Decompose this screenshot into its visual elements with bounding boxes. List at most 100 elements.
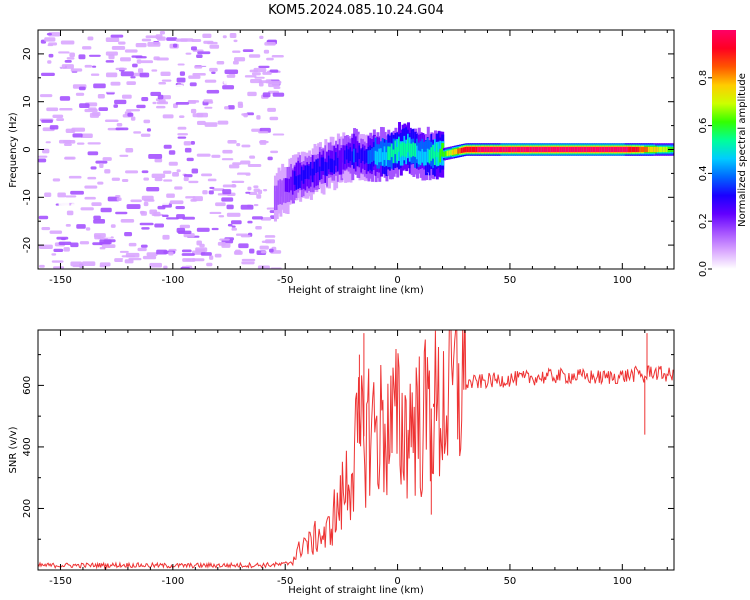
spectrogram-cell	[39, 264, 45, 268]
spectrogram-cell	[333, 160, 337, 174]
spectrogram-cell	[250, 78, 263, 84]
spectrogram-cell	[493, 146, 497, 153]
spectrogram-cell	[268, 82, 280, 88]
spectrogram-cell	[80, 248, 88, 253]
spectrogram-cell	[617, 146, 621, 153]
spectrogram-cell	[372, 147, 376, 161]
spectrogram-cell	[142, 255, 157, 260]
spectrogram-cell	[121, 94, 132, 99]
spectrogram-cell	[116, 123, 123, 127]
spectrogram-cell	[579, 146, 583, 153]
spectrogram-cell	[169, 85, 184, 90]
spectrogram-cell	[318, 151, 322, 177]
spectrogram-cell	[381, 138, 385, 163]
spectrogram-cell	[260, 250, 267, 254]
spectrogram-cell	[215, 202, 226, 207]
spectrogram-cell	[554, 146, 558, 153]
spectrogram-cell	[243, 113, 248, 118]
spectrogram-cell	[178, 115, 185, 119]
spectrogram-x-label: Height of straight line (km)	[288, 285, 424, 296]
spectrogram-cell	[107, 196, 120, 202]
spectrogram-cell	[233, 39, 238, 43]
spectrogram-cell	[358, 145, 362, 160]
spectrogram-cell	[177, 230, 192, 235]
spectrogram-cell	[133, 131, 142, 134]
spectrogram-cell	[204, 106, 213, 109]
spectrogram-cell	[168, 251, 174, 256]
spectrogram-cell	[412, 142, 416, 157]
spectrogram-cell	[221, 158, 234, 161]
spectrogram-cell	[146, 128, 152, 132]
spectrogram-cell	[41, 227, 51, 231]
spectrogram-cell	[182, 258, 196, 262]
spectrogram-cell	[504, 146, 508, 153]
spectrogram-cell	[392, 149, 396, 164]
spectrogram-cell	[124, 49, 138, 53]
spectrogram-cell	[110, 81, 121, 86]
spectrogram-cell	[156, 105, 166, 109]
spectrogram-cell	[238, 243, 249, 249]
spectrogram-cell	[233, 57, 246, 62]
spectrogram-cell	[115, 194, 121, 198]
spectrogram-cell	[245, 191, 251, 194]
spectrogram-cell	[75, 92, 85, 96]
spectrogram-cell	[209, 44, 220, 49]
spectrogram-cell	[455, 148, 459, 155]
spectrogram-cell	[84, 196, 96, 200]
colorbar-tick-label: 0.6	[698, 118, 709, 134]
spectrogram-cell	[408, 142, 412, 157]
spectrogram-cell	[181, 253, 195, 256]
spectrogram-cell	[336, 144, 340, 169]
spectrogram-cell	[143, 199, 155, 202]
x-tick-label: 0	[394, 576, 400, 587]
spectrogram-cell	[103, 239, 116, 243]
spectrogram-cell	[161, 79, 172, 82]
spectrogram-cell	[141, 96, 149, 102]
spectrogram-cell	[308, 165, 312, 180]
spectrogram-cell	[224, 69, 239, 74]
spectrogram-cell	[78, 54, 86, 60]
spectrogram-cell	[41, 72, 55, 76]
spectrogram-cell	[293, 171, 297, 185]
spectrogram-cell	[202, 33, 212, 38]
spectrogram-cell	[125, 170, 139, 174]
spectrogram-cell	[189, 82, 197, 87]
spectrogram-cell	[662, 146, 666, 153]
spectrogram-cell	[595, 146, 599, 153]
spectrogram-cell	[162, 214, 169, 217]
spectrogram-cell	[275, 191, 279, 205]
spectrogram-cell	[604, 146, 608, 153]
spectrogram-cell	[53, 248, 64, 253]
spectrogram-cell	[426, 148, 430, 163]
spectrogram-cell	[240, 160, 251, 165]
spectrogram-cell	[265, 79, 271, 84]
spectrogram-cell	[226, 212, 241, 217]
spectrogram-cell	[118, 41, 126, 45]
spectrogram-cell	[405, 143, 409, 158]
spectrogram-cell	[148, 236, 161, 240]
y-tick-label: -20	[22, 237, 33, 253]
spectrogram-cell	[416, 145, 420, 160]
spectrogram-cell	[259, 35, 264, 40]
spectrogram-cell	[38, 144, 44, 148]
spectrogram-cell	[46, 49, 51, 53]
spectrogram-cell	[85, 227, 91, 231]
spectrogram-cell	[81, 261, 96, 266]
spectrogram-cell	[177, 136, 187, 139]
spectrogram-cell	[200, 252, 212, 256]
spectrogram-cell	[196, 227, 210, 232]
spectrogram-cell	[99, 163, 104, 168]
spectrogram-cell	[615, 146, 619, 153]
spectrogram-cell	[601, 146, 605, 153]
spectrogram-cell	[97, 94, 105, 99]
spectrogram-cell	[207, 41, 218, 45]
spectrogram-cell	[234, 174, 247, 178]
spectrogram-cell	[221, 197, 234, 202]
spectrogram-cell	[227, 223, 233, 227]
spectrogram-cell	[219, 238, 230, 241]
spectrogram-cell	[180, 38, 194, 42]
spectrogram-cell	[80, 207, 94, 211]
spectrogram-cell	[70, 68, 83, 72]
spectrogram-cell	[183, 174, 193, 178]
spectrogram-cell	[629, 146, 633, 153]
